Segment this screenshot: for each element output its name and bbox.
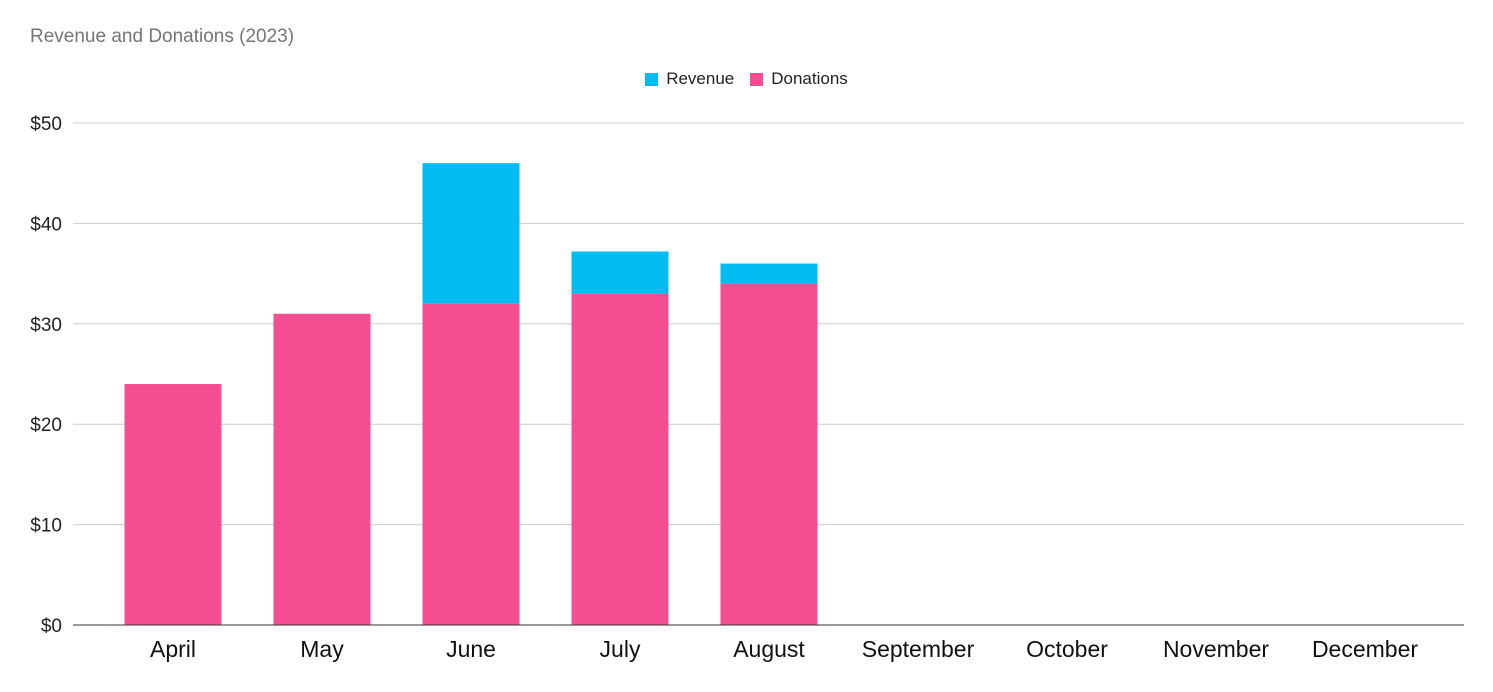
x-tick-label: July bbox=[600, 636, 641, 662]
legend-label-revenue: Revenue bbox=[666, 69, 735, 88]
x-tick-label: October bbox=[1026, 636, 1108, 662]
axis-layer: $0 $10 $20 $30 $40 $50 April May June July August S… bbox=[30, 114, 1464, 662]
y-tick-label: $10 bbox=[30, 516, 62, 537]
legend-swatch-revenue bbox=[645, 72, 659, 86]
chart-title: Revenue and Donations (2023) bbox=[30, 26, 295, 47]
bar-donations-may[interactable] bbox=[273, 313, 371, 625]
y-tick-label: $50 bbox=[30, 114, 62, 135]
bar-revenue-july[interactable] bbox=[571, 251, 669, 294]
bar-donations-july[interactable] bbox=[571, 293, 669, 625]
x-tick-label: April bbox=[150, 636, 196, 662]
y-tick-label: $30 bbox=[30, 315, 62, 336]
legend-item-donations[interactable]: Donations bbox=[750, 69, 848, 89]
bar-revenue-august[interactable] bbox=[720, 263, 818, 284]
x-tick-label: December bbox=[1312, 636, 1418, 662]
legend: Revenue Donations bbox=[0, 69, 1493, 89]
bar-layer bbox=[124, 163, 818, 625]
x-tick-label: September bbox=[862, 636, 975, 662]
legend-item-revenue[interactable]: Revenue bbox=[645, 69, 734, 89]
y-tick-label: $20 bbox=[30, 415, 62, 436]
y-tick-label: $40 bbox=[30, 214, 62, 235]
x-tick-label: August bbox=[733, 636, 805, 662]
bar-donations-august[interactable] bbox=[720, 283, 818, 625]
x-tick-label: May bbox=[300, 636, 344, 662]
legend-swatch-donations bbox=[750, 72, 764, 86]
bar-donations-april[interactable] bbox=[124, 384, 222, 625]
y-tick-label: $0 bbox=[41, 616, 62, 637]
x-tick-label: June bbox=[446, 636, 496, 662]
legend-label-donations: Donations bbox=[771, 69, 848, 88]
bar-revenue-june[interactable] bbox=[422, 163, 520, 304]
x-tick-label: November bbox=[1163, 636, 1269, 662]
bar-donations-june[interactable] bbox=[422, 303, 520, 625]
